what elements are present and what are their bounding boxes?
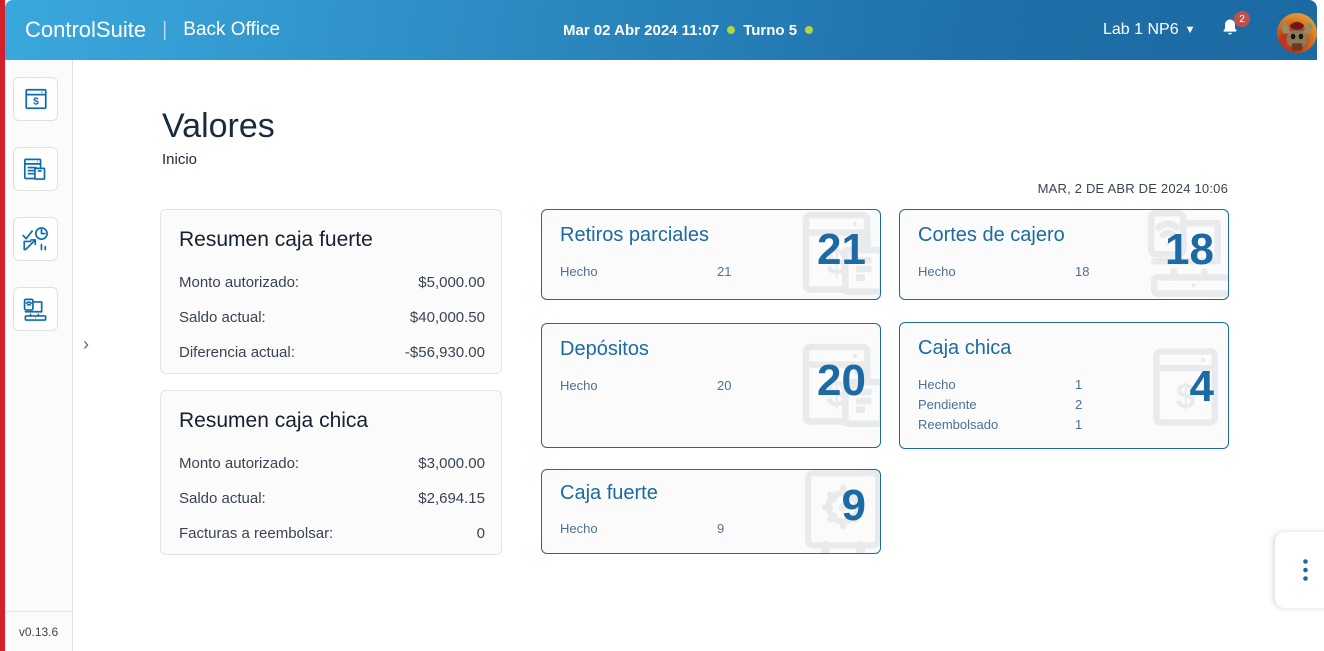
svg-text:$: $ — [33, 97, 39, 108]
